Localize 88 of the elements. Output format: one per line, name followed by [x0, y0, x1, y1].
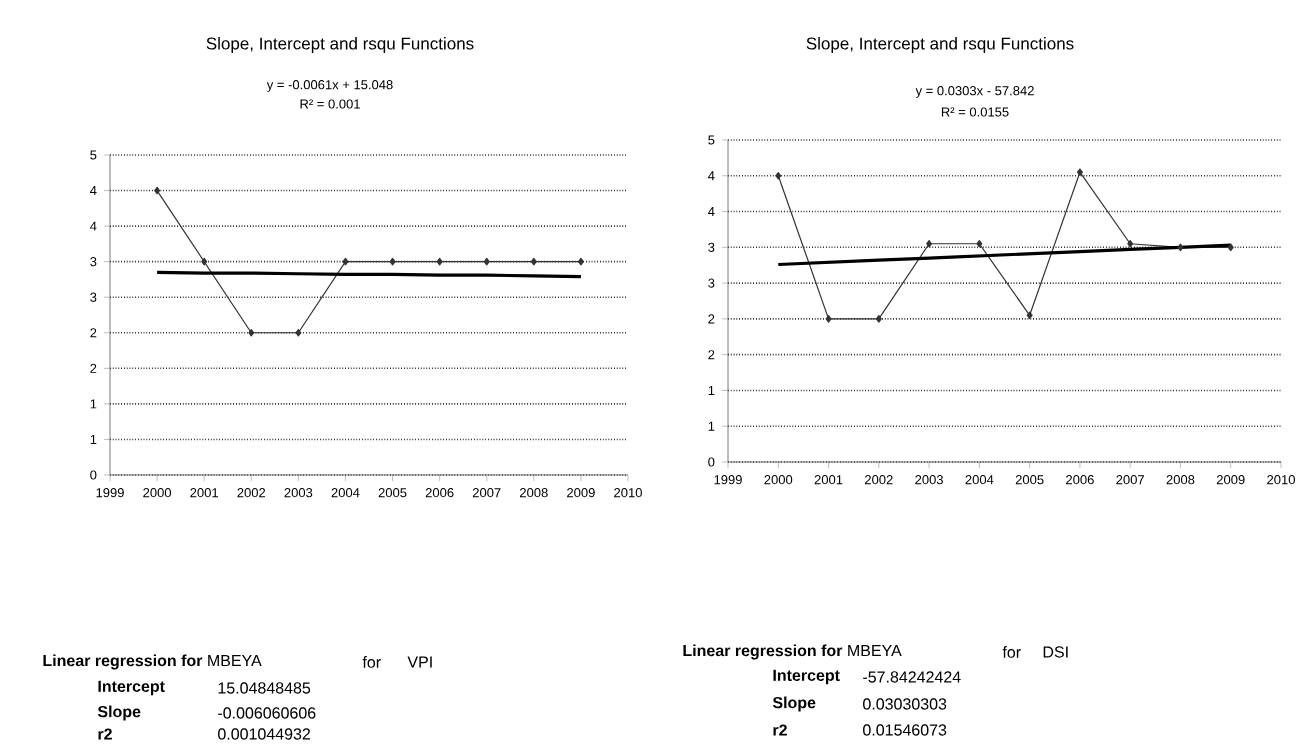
- x-tick-label: 2004: [965, 475, 994, 485]
- text: DSI: [1043, 646, 1068, 658]
- point: [295, 328, 302, 337]
- text: -0.006060606: [218, 707, 316, 719]
- x-tick-label: 2000: [143, 488, 172, 498]
- x-tick-label: 2001: [814, 475, 843, 485]
- chart-title: Slope, Intercept and rsqu Functions: [806, 37, 1074, 53]
- point: [436, 257, 443, 266]
- y-tick-label: 2: [90, 328, 97, 338]
- x-tick-label: 2008: [1166, 475, 1195, 485]
- x-tick-label: 2002: [865, 475, 893, 485]
- text: 0.001044932: [218, 728, 311, 740]
- text: -57.84242424: [863, 671, 961, 683]
- point: [775, 171, 782, 180]
- point: [483, 257, 490, 266]
- text: for: [362, 656, 381, 668]
- y-tick-label: 3: [90, 292, 97, 302]
- point: [248, 328, 255, 337]
- text: for: [1002, 646, 1021, 658]
- x-tick-label: 2006: [1066, 475, 1094, 485]
- y-tick-label: 0: [90, 470, 97, 480]
- chart-title: Slope, Intercept and rsqu Functions: [206, 37, 474, 53]
- x-tick-label: 2009: [567, 488, 595, 498]
- text: y = 0.0303x - 57.842: [915, 86, 1034, 98]
- y-tick-label: 2: [708, 314, 715, 324]
- y-tick-label: 1: [708, 421, 715, 431]
- y-tick-label: 3: [708, 278, 715, 288]
- text: R² = 0.001: [300, 99, 360, 109]
- x-tick-label: 2009: [1216, 475, 1245, 485]
- y-tick-label: 3: [708, 242, 715, 252]
- y-tick-label: 3: [90, 257, 97, 267]
- y-tick-label: 1: [90, 434, 97, 444]
- text: r2: [98, 728, 112, 740]
- x-tick-label: 2008: [520, 488, 548, 498]
- x-tick-label: 2007: [472, 488, 501, 498]
- text: R² = 0.0155: [941, 107, 1009, 117]
- text: Intercept: [98, 680, 165, 696]
- y-tick-label: 2: [708, 350, 715, 360]
- x-tick-label: 2007: [1116, 475, 1144, 485]
- text: r2: [773, 724, 787, 736]
- x-tick-label: 2004: [331, 488, 360, 498]
- text: VPI: [407, 656, 432, 668]
- y-tick-label: 4: [708, 207, 715, 217]
- point: [201, 257, 208, 266]
- text: Linear regression for MBEYA: [43, 654, 262, 670]
- text: y = -0.0061x + 15.048: [266, 80, 393, 92]
- y-tick-label: 4: [90, 186, 97, 196]
- point: [1076, 168, 1083, 176]
- x-tick-label: 1999: [96, 488, 124, 498]
- x-tick-label: 2002: [237, 488, 266, 498]
- point: [875, 315, 882, 323]
- x-tick-label: 2010: [1267, 475, 1295, 485]
- point: [389, 257, 396, 266]
- x-tick-label: 2003: [915, 475, 943, 485]
- text: 0.01546073: [863, 724, 947, 736]
- text: 15.04848485: [218, 682, 311, 694]
- x-tick-label: 2005: [378, 488, 407, 498]
- point: [154, 186, 161, 195]
- y-tick-label: 2: [90, 363, 97, 373]
- x-tick-label: 2000: [764, 475, 793, 485]
- x-tick-label: 2010: [614, 488, 642, 498]
- y-tick-label: 0: [708, 457, 715, 467]
- y-tick-label: 1: [90, 399, 97, 409]
- point: [926, 239, 933, 248]
- point: [530, 257, 537, 266]
- text: 0.03030303: [863, 698, 947, 710]
- y-tick-label: 4: [708, 171, 715, 181]
- x-tick-label: 2003: [284, 488, 313, 498]
- y-tick-label: 4: [90, 221, 97, 231]
- y-tick-label: 1: [708, 385, 715, 395]
- x-tick-label: 2005: [1015, 475, 1044, 485]
- text: Linear regression for MBEYA: [683, 644, 902, 660]
- point: [976, 239, 983, 248]
- point: [825, 315, 832, 323]
- y-tick-label: 5: [90, 150, 97, 160]
- point: [342, 257, 349, 266]
- x-tick-label: 2006: [425, 488, 454, 498]
- point: [1177, 243, 1184, 252]
- point: [577, 257, 584, 266]
- text: Slope: [97, 705, 141, 721]
- y-tick-label: 5: [708, 135, 715, 145]
- point: [1227, 243, 1234, 252]
- point: [1127, 239, 1134, 248]
- text: Slope: [772, 696, 816, 712]
- point: [1026, 311, 1033, 320]
- x-tick-label: 2001: [190, 488, 218, 498]
- text: Intercept: [773, 669, 840, 685]
- x-tick-label: 1999: [714, 475, 742, 485]
